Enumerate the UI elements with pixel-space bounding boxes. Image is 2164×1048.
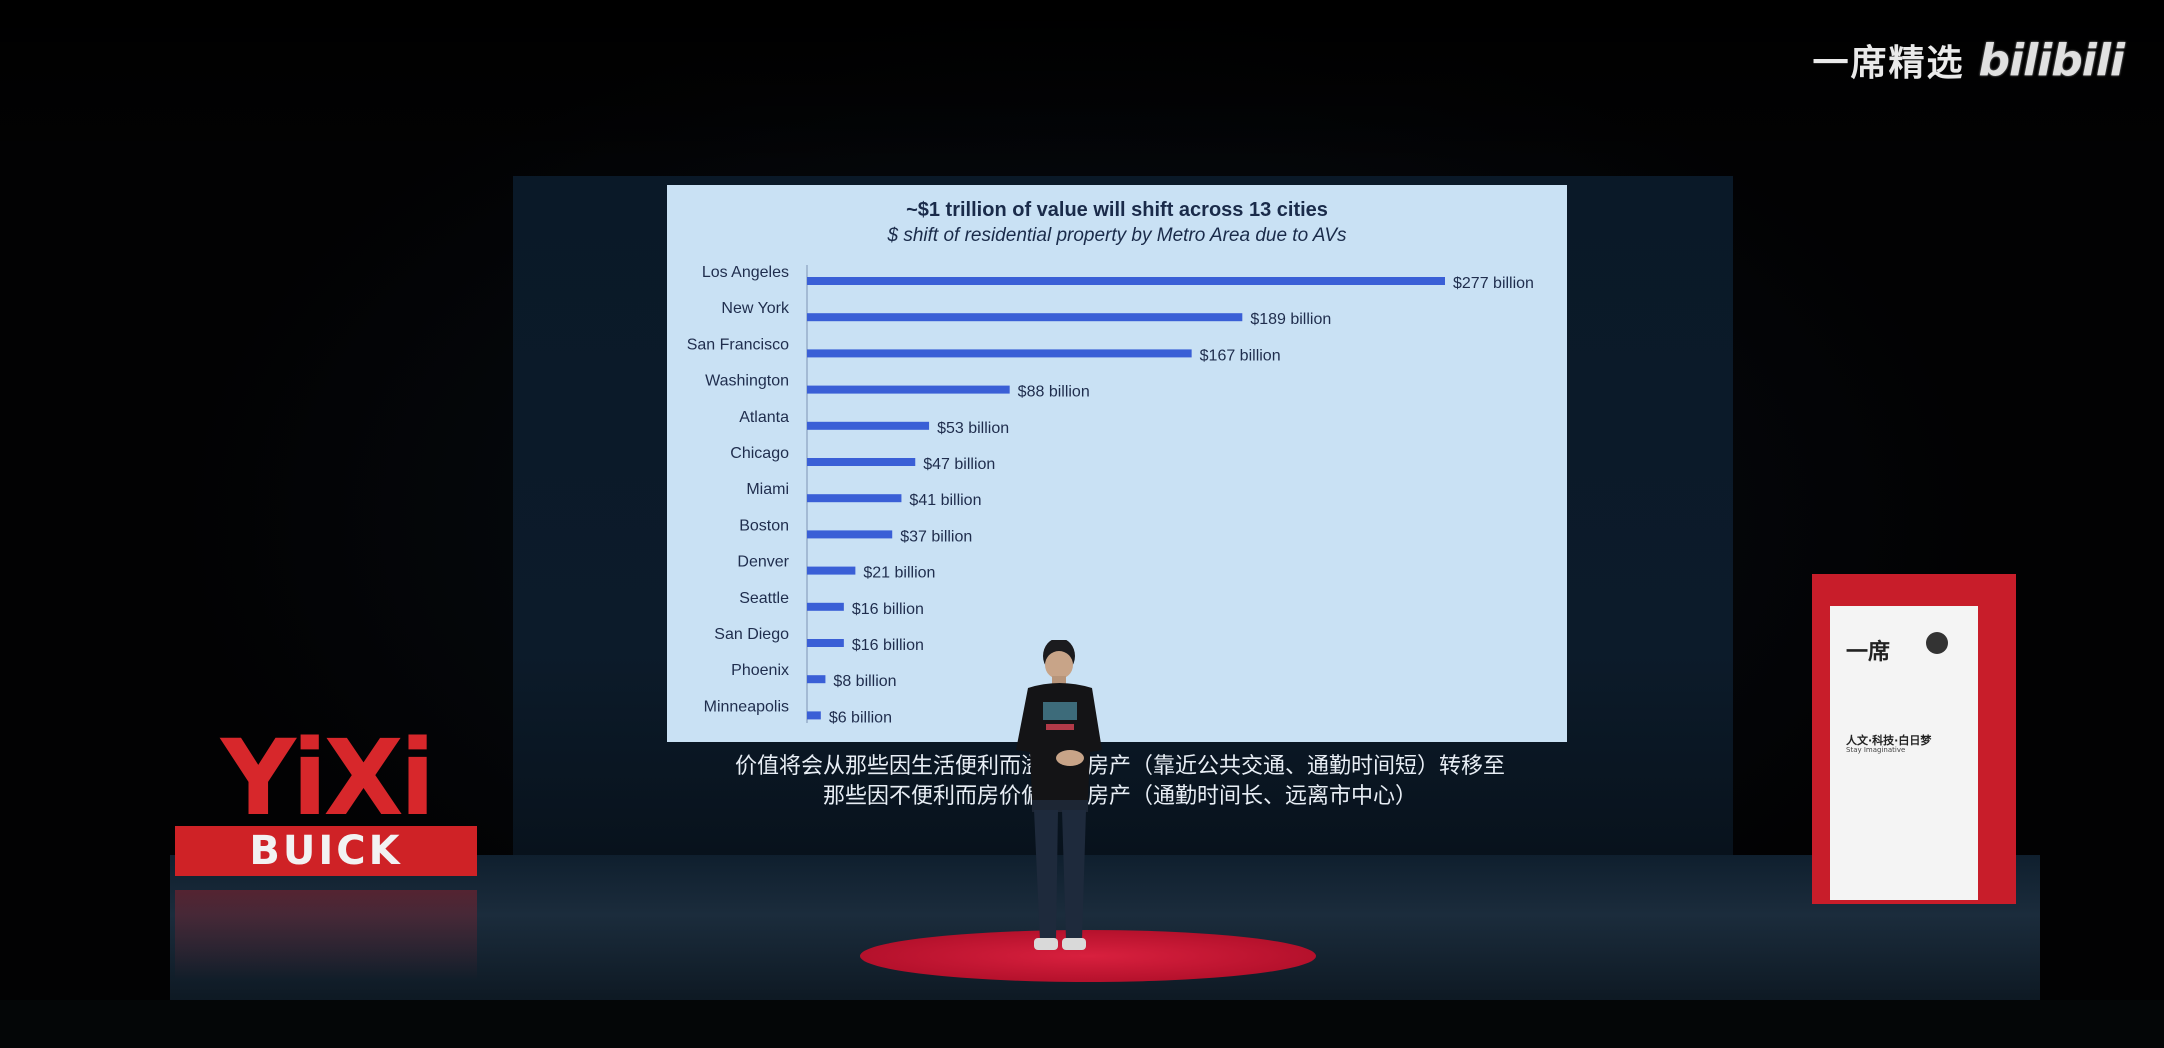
- category-label: New York: [721, 300, 790, 317]
- category-label: Miami: [746, 481, 789, 498]
- data-label: $189 billion: [1250, 311, 1331, 328]
- speaker: [1016, 640, 1102, 950]
- category-label: Chicago: [730, 445, 789, 462]
- yixi-buick-logo: YiXi BUICK: [175, 726, 477, 884]
- bar: [807, 458, 916, 466]
- category-label: Phoenix: [731, 662, 789, 679]
- sponsor-bar: [175, 826, 477, 876]
- banner-emblem-icon: [1926, 632, 1948, 654]
- bar: [807, 566, 856, 575]
- red-carpet: [860, 930, 1316, 982]
- category-label: Minneapolis: [704, 698, 789, 715]
- bar-chart: Los Angeles $277 billion New York $189 bill…: [687, 264, 1534, 726]
- yixi-logo-text: YiXi: [220, 717, 436, 839]
- category-label: Boston: [739, 517, 789, 534]
- bar: [807, 711, 821, 720]
- bar: [807, 421, 930, 430]
- bar: [807, 530, 893, 539]
- ceiling-shadow: [0, 0, 2164, 170]
- bar: [807, 277, 1445, 285]
- caption-line-2: 那些因不便利而房价偏低的房产（通勤时间长、远离市中心）: [822, 784, 1417, 809]
- category-label: Los Angeles: [702, 264, 789, 281]
- data-label: $16 billion: [852, 601, 924, 618]
- category-label: Denver: [737, 554, 789, 571]
- category-label: San Francisco: [687, 336, 789, 353]
- category-label: San Diego: [714, 626, 789, 643]
- data-label: $21 billion: [863, 565, 935, 582]
- category-label: Seattle: [739, 590, 789, 607]
- bar: [807, 313, 1243, 322]
- slide-subtitle: $ shift of residential property by Metro…: [887, 225, 1347, 246]
- logo-reflection: [175, 890, 477, 980]
- banner-panel: [1830, 606, 1978, 900]
- data-label: $37 billion: [900, 528, 972, 545]
- data-label: $88 billion: [1018, 384, 1090, 401]
- stage-edge: [0, 1000, 2164, 1048]
- sponsor-text: BUICK: [249, 828, 403, 874]
- category-label: Washington: [705, 373, 789, 390]
- bar: [807, 602, 844, 611]
- bar: [807, 385, 1010, 394]
- category-label: Atlanta: [739, 409, 789, 426]
- bar: [807, 639, 844, 647]
- slide-title: ~$1 trillion of value will shift across …: [906, 199, 1328, 221]
- data-label: $53 billion: [937, 420, 1009, 437]
- watermark: 一席精选 bilibili: [1812, 34, 2126, 86]
- data-label: $8 billion: [833, 673, 896, 690]
- watermark-brand: 一席精选: [1812, 43, 1965, 84]
- caption-line-1: 价值将会从那些因生活便利而溢价的房产（靠近公共交通、通勤时间短）转移至: [734, 754, 1505, 779]
- bar: [807, 349, 1192, 358]
- data-label: $277 billion: [1453, 275, 1534, 292]
- data-label: $167 billion: [1200, 347, 1281, 364]
- presentation-slide: ~$1 trillion of value will shift across …: [667, 185, 1567, 742]
- video-captions: 价值将会从那些因生活便利而溢价的房产（靠近公共交通、通勤时间短）转移至 那些因不…: [660, 752, 1580, 812]
- data-label: $6 billion: [829, 709, 892, 726]
- banner-logo: 一席: [1846, 639, 1891, 665]
- bar: [807, 675, 826, 684]
- data-label: $47 billion: [923, 456, 995, 473]
- banner-slogan-en: Stay Imaginative: [1846, 746, 1906, 754]
- bilibili-logo: bilibili: [1978, 34, 2125, 86]
- banner-slogan: 人文·科技·白日梦: [1846, 734, 1932, 747]
- bar: [807, 494, 902, 503]
- data-label: $41 billion: [909, 492, 981, 509]
- data-label: $16 billion: [852, 637, 924, 654]
